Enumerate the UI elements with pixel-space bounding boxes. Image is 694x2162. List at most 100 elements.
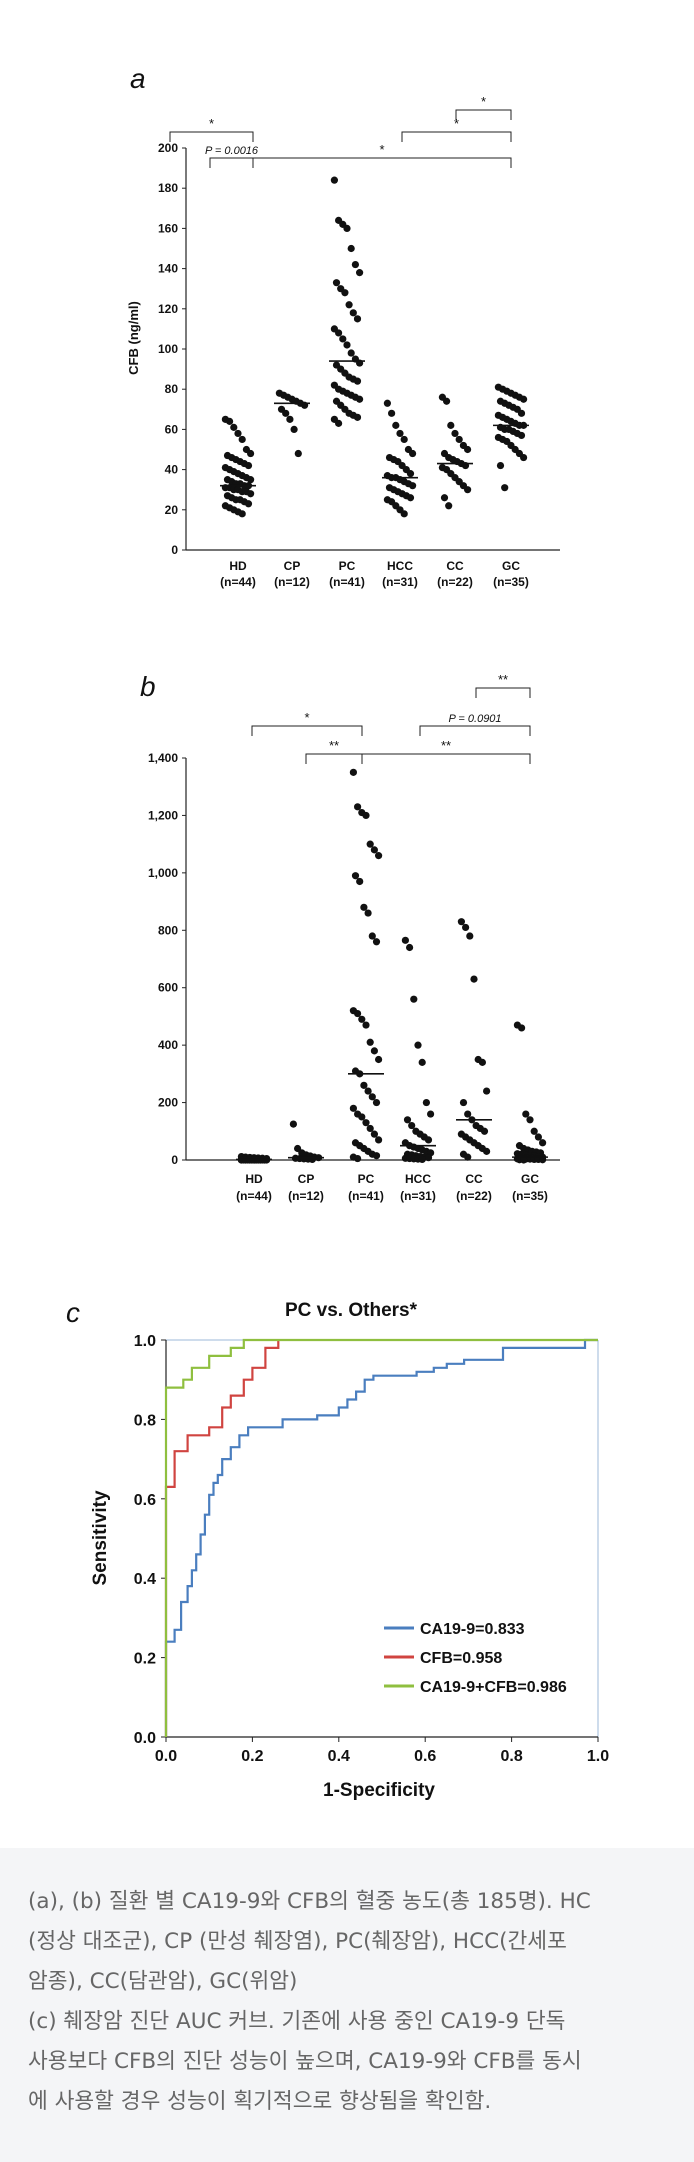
data-point xyxy=(401,936,409,944)
data-point xyxy=(496,461,505,470)
data-point xyxy=(483,1087,491,1095)
data-point xyxy=(234,429,242,438)
data-point xyxy=(345,301,353,309)
data-point xyxy=(517,409,526,417)
category-label: CC xyxy=(446,559,464,573)
comparison-label: ** xyxy=(329,738,339,753)
category-label: HCC xyxy=(405,1172,431,1186)
legend-label: CA19-9+CFB=0.986 xyxy=(420,1679,567,1696)
y-tick-label: 0.0 xyxy=(134,1730,156,1747)
panel-c-xlabel: 1-Specificity xyxy=(323,1780,435,1801)
data-point xyxy=(409,449,417,458)
data-point xyxy=(418,1155,426,1164)
data-point xyxy=(368,932,376,940)
category-label: GC xyxy=(502,559,520,573)
panel-c-ylabel: Sensitivity xyxy=(90,1490,111,1585)
data-point xyxy=(464,445,472,454)
data-point xyxy=(247,476,255,484)
data-point xyxy=(347,244,355,253)
data-point xyxy=(466,932,474,940)
data-point xyxy=(480,1127,489,1135)
data-point xyxy=(424,1136,433,1144)
data-point xyxy=(447,421,455,429)
data-point xyxy=(406,470,415,478)
data-point xyxy=(368,1093,376,1101)
data-point xyxy=(244,461,253,470)
comparison-bracket xyxy=(252,157,512,168)
data-point xyxy=(244,500,253,508)
data-point xyxy=(366,840,374,848)
data-point xyxy=(362,1119,370,1127)
data-point xyxy=(366,1038,374,1046)
y-tick-label: 400 xyxy=(158,1038,178,1052)
x-tick-label: 0.6 xyxy=(414,1748,436,1765)
y-tick-label: 120 xyxy=(158,302,178,316)
data-point xyxy=(286,415,294,423)
roc-curve xyxy=(164,1340,280,1737)
data-point xyxy=(343,224,351,232)
category-label: CC xyxy=(465,1172,483,1186)
comparison-label: * xyxy=(209,116,214,131)
comparison-label: * xyxy=(304,710,309,725)
data-point xyxy=(424,1154,433,1162)
data-point xyxy=(464,1110,472,1118)
category-count-label: (n=12) xyxy=(274,575,310,589)
data-point xyxy=(364,909,372,917)
data-point xyxy=(247,490,255,498)
data-point xyxy=(445,502,453,510)
data-point xyxy=(335,329,343,337)
data-point xyxy=(414,1041,422,1049)
data-point xyxy=(403,1116,412,1124)
data-point xyxy=(372,1098,381,1107)
data-point xyxy=(332,279,341,287)
y-tick-label: 1,200 xyxy=(148,808,178,822)
roc-curve xyxy=(164,1338,598,1737)
y-tick-label: 0.8 xyxy=(134,1412,156,1429)
data-point xyxy=(356,877,364,886)
data-point xyxy=(370,1047,378,1055)
y-tick-label: 800 xyxy=(158,923,178,937)
data-point xyxy=(518,1024,526,1032)
y-tick-label: 180 xyxy=(158,181,178,195)
data-point xyxy=(464,1153,472,1161)
panel-c-axes: 0.0 0.2 0.4 0.6 0.8 1.0 0.0 0.2 0.4 0.6 0.8 1.0 xyxy=(134,1333,609,1765)
data-point xyxy=(522,1110,530,1118)
panel-c-legend: CA19-9=0.833 CFB=0.958 CA19-9+CFB=0.986 xyxy=(384,1621,567,1696)
y-tick-label: 20 xyxy=(165,503,179,517)
data-point xyxy=(526,1116,534,1124)
category-count-label: (n=22) xyxy=(456,1189,492,1203)
data-point xyxy=(354,803,362,811)
x-tick-label: 0.2 xyxy=(241,1748,263,1765)
legend-label: CFB=0.958 xyxy=(420,1650,502,1667)
y-tick-label: 0 xyxy=(171,543,178,557)
figure-svg: a b c CFB (ng/ml) PC vs. Others* 1-Speci… xyxy=(66,63,609,1801)
data-point xyxy=(290,425,298,433)
panel-b-letter: b xyxy=(140,671,156,702)
data-point xyxy=(459,1098,468,1107)
data-point xyxy=(383,399,391,407)
data-point xyxy=(294,449,302,458)
x-tick-label: 0.0 xyxy=(155,1748,177,1765)
y-tick-label: 60 xyxy=(165,422,179,436)
panel-c-title: PC vs. Others* xyxy=(285,1300,418,1321)
data-point xyxy=(443,397,451,405)
category-count-label: (n=35) xyxy=(512,1189,548,1203)
comparison-bracket xyxy=(209,157,254,168)
category-count-label: (n=41) xyxy=(329,575,365,589)
category-label: HCC xyxy=(387,559,413,573)
data-point xyxy=(410,995,418,1003)
data-point xyxy=(451,429,459,438)
data-point xyxy=(356,269,364,277)
y-tick-label: 140 xyxy=(158,262,178,276)
category-count-label: (n=22) xyxy=(437,575,473,589)
data-point xyxy=(335,419,343,427)
comparison-bracket xyxy=(169,131,254,142)
x-tick-label: 0.8 xyxy=(500,1748,522,1765)
caption-line: 암종), CC(담관암), GC(위암) xyxy=(28,1969,298,1994)
data-point xyxy=(230,423,238,431)
data-point xyxy=(396,429,404,438)
comparison-label: * xyxy=(454,116,459,131)
caption-line: (a), (b) 질환 별 CA19-9와 CFB의 혈중 농도(총 185명)… xyxy=(28,1889,591,1914)
data-point xyxy=(356,395,364,403)
panel-a-comparisons: * P = 0.0016 * * * xyxy=(169,94,512,168)
